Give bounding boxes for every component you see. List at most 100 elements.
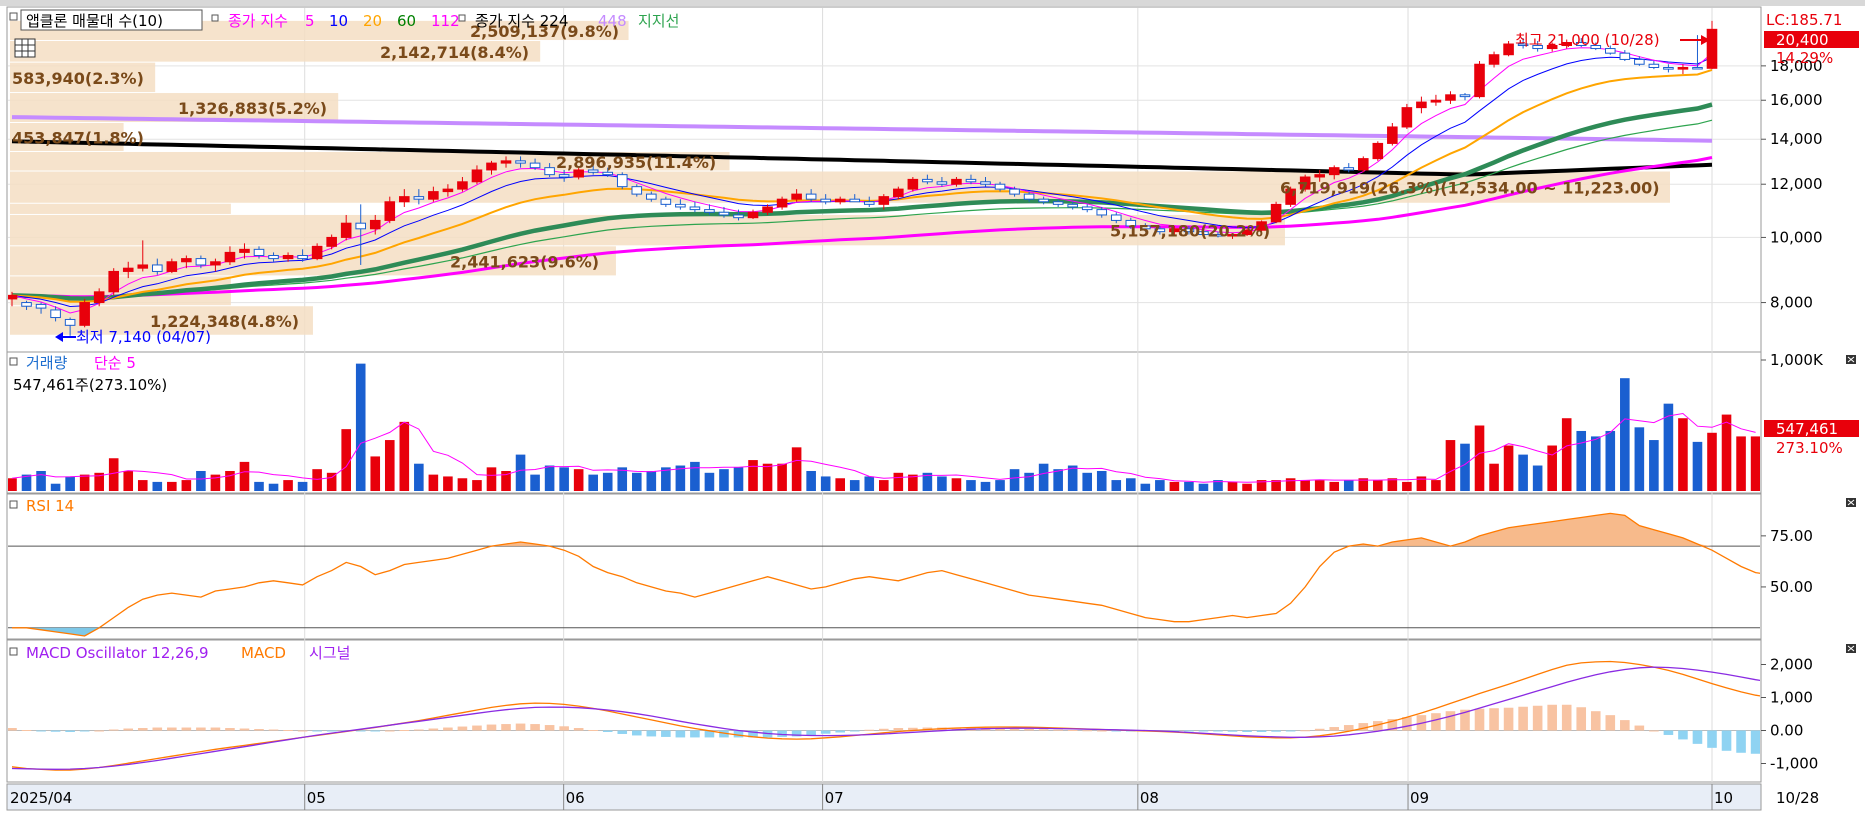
volume-bar (1605, 430, 1616, 491)
candle-body (1430, 99, 1442, 103)
candle-body (1285, 188, 1296, 205)
volume-bar (472, 480, 482, 491)
macd-oscillator-bar (8, 728, 17, 731)
volume-profile-label: 2,142,714(8.4%) (380, 43, 529, 62)
macd-oscillator-bar (1576, 707, 1587, 731)
volume-bar (108, 458, 119, 491)
rsi-toggle-icon[interactable] (9, 500, 18, 509)
macd-line-label: MACD (241, 644, 286, 662)
indicator-name-box[interactable] (20, 9, 203, 31)
macd-oscillator-bar (1009, 728, 1020, 731)
volume-bar (1416, 476, 1427, 491)
candle-body (646, 193, 657, 200)
candle-body (399, 196, 410, 203)
volume-bar (1329, 481, 1340, 491)
volume-bar (806, 470, 816, 491)
candle-body (413, 196, 425, 200)
volume-bar (1343, 480, 1354, 491)
candle-body (1038, 198, 1049, 203)
candle-body (1241, 229, 1253, 236)
volume-bar (1140, 483, 1151, 491)
volume-bar (21, 474, 32, 491)
macd-oscillator-bar (181, 727, 192, 731)
grid-table-icon[interactable] (14, 38, 36, 58)
macd-oscillator-bar (1242, 730, 1252, 732)
candle-body (384, 201, 396, 221)
macd-oscillator-bar (704, 730, 715, 738)
volume-bar (1256, 480, 1267, 491)
macd-oscillator-bar (297, 730, 308, 732)
volume-bar (196, 470, 206, 491)
candle-body (297, 254, 308, 260)
volume-profile-label: 5,157,180(20.2%) (1110, 222, 1270, 241)
macd-series (8, 660, 1760, 771)
rsi-panel-close-icon[interactable] (1846, 498, 1856, 507)
candle-body (907, 178, 919, 190)
long-ma-toggle-icon[interactable] (458, 14, 466, 22)
candle-body (1169, 228, 1180, 233)
volume-bar (675, 465, 686, 491)
ma-period-10: 10 (329, 12, 348, 30)
volume-bar (486, 467, 497, 491)
volume-bar (268, 483, 279, 491)
macd-oscillator-bar (951, 727, 962, 731)
volume-profile-band (10, 203, 231, 214)
macd-panel-close-icon[interactable] (1846, 644, 1856, 653)
volume-bar (1532, 465, 1543, 491)
volume-bar (1126, 478, 1136, 491)
volume-bar (501, 470, 511, 491)
candle-body (1023, 193, 1035, 200)
candle-body (1067, 203, 1078, 208)
candle-body (1663, 66, 1674, 70)
volume-bar (1561, 418, 1572, 491)
candle-body (820, 198, 831, 203)
macd-oscillator-bar (908, 727, 918, 731)
candle-body (1052, 201, 1064, 205)
macd-oscillator-bar (443, 727, 453, 731)
candle-body (35, 303, 47, 309)
candle-body (311, 245, 323, 260)
volume-profile-label: 2,441,623(9.6%) (450, 252, 599, 271)
macd-oscillator-bar (1169, 730, 1180, 732)
volume-bar (1649, 440, 1659, 491)
macd-oscillator-bar (1663, 730, 1674, 735)
candle-body (93, 291, 105, 304)
candle-body (486, 162, 497, 171)
volume-bar (966, 480, 976, 491)
volume-bar (181, 480, 192, 491)
macd-tick-label: 1,000 (1770, 689, 1813, 707)
candle-body (1474, 63, 1485, 98)
volume-bar (355, 363, 366, 491)
macd-oscillator-bar (486, 724, 497, 731)
support-line (11, 102, 1713, 301)
legend-toggle-icon[interactable] (9, 12, 18, 21)
volume-bar (937, 476, 947, 491)
candle-body (1009, 188, 1020, 195)
macd-oscillator-bar (1402, 717, 1412, 731)
volume-bar (791, 447, 802, 491)
ma-toggle-icon[interactable] (211, 14, 219, 22)
macd-oscillator-bar (472, 725, 482, 731)
macd-oscillator-bar (690, 730, 700, 738)
macd-oscillator-bar (384, 730, 395, 732)
candle-body (253, 248, 265, 256)
macd-oscillator-bar (602, 730, 613, 732)
macd-oscillator-bar (1358, 723, 1369, 731)
macd-toggle-icon[interactable] (9, 647, 18, 656)
candle-body (1343, 167, 1355, 171)
macd-oscillator-bar (1024, 729, 1034, 731)
macd-oscillator-bar (399, 730, 410, 732)
macd-oscillator-bar (167, 727, 177, 731)
volume-bar (1169, 481, 1180, 491)
candle-body (122, 267, 134, 272)
volume-bar (225, 470, 235, 491)
macd-oscillator-bar (777, 730, 787, 737)
macd-oscillator-bar (1096, 730, 1107, 732)
macd-oscillator-bar (1634, 725, 1645, 731)
volume-bar (864, 476, 875, 491)
volume-bar (1431, 480, 1441, 491)
volume-toggle-icon[interactable] (9, 357, 18, 366)
macd-oscillator-bar (530, 724, 540, 731)
candle-body (1183, 228, 1195, 233)
volume-panel-close-icon[interactable] (1846, 355, 1856, 364)
